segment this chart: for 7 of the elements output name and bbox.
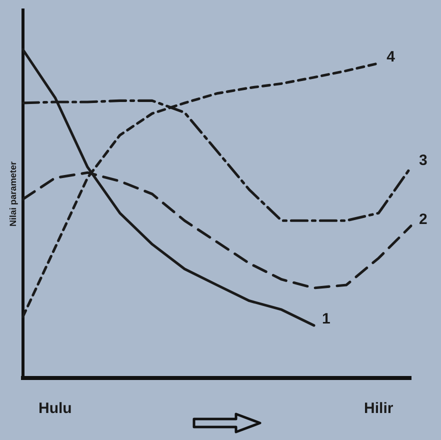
series-label: 1 [322,310,330,328]
x-tick-label: Hilir [364,400,394,418]
series-label: 2 [419,211,428,228]
x-tick-label: Hulu [38,400,72,418]
series-label: 3 [419,152,428,170]
series-label: 4 [386,48,396,66]
y-axis-title: Nilai parameter [8,160,18,227]
